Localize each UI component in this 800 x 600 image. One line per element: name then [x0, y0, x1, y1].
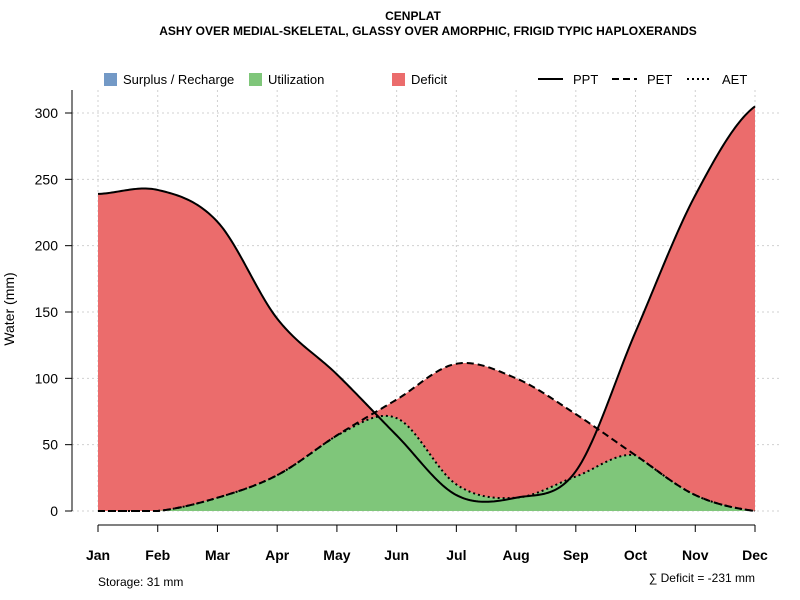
- y-tick-label: 150: [35, 304, 59, 320]
- chart-subtitle: ASHY OVER MEDIAL-SKELETAL, GLASSY OVER A…: [159, 24, 697, 38]
- series-lines: [97, 105, 756, 512]
- y-tick-label: 0: [50, 503, 58, 519]
- y-tick-label: 300: [35, 105, 59, 121]
- y-tick-label: 200: [35, 238, 59, 254]
- legend-label-ppt: PPT: [573, 72, 598, 87]
- pet-line: [98, 361, 756, 512]
- deficit-note: ∑ Deficit = -231 mm: [649, 571, 755, 585]
- deficit-area: [98, 106, 755, 512]
- storage-note: Storage: 31 mm: [98, 575, 183, 589]
- legend-label-surplus: Surplus / Recharge: [123, 72, 234, 87]
- x-tick-label: May: [323, 547, 350, 563]
- y-tick-label: 100: [35, 370, 59, 386]
- y-axis-title: Water (mm): [1, 272, 17, 345]
- x-tick-label: Apr: [265, 547, 290, 563]
- y-ticks: 0 50 100 150 200 250 300: [35, 105, 72, 519]
- legend-label-aet: AET: [722, 72, 747, 87]
- x-tick-label: Feb: [145, 547, 170, 563]
- legend-swatch-surplus: [104, 73, 117, 86]
- legend-label-pet: PET: [647, 72, 672, 87]
- x-tick-label: Aug: [502, 547, 529, 563]
- ppt-line: [97, 105, 756, 503]
- plot-areas: [98, 106, 755, 512]
- y-tick-label: 250: [35, 171, 59, 187]
- legend-label-deficit: Deficit: [411, 72, 448, 87]
- x-tick-label: Jul: [446, 547, 466, 563]
- x-tick-label: Mar: [205, 547, 230, 563]
- chart-title: CENPLAT: [385, 9, 441, 23]
- utilization-area: [98, 415, 755, 511]
- y-tick-label: 50: [42, 437, 58, 453]
- x-tick-label: Jun: [384, 547, 409, 563]
- x-tick-label: Dec: [742, 547, 768, 563]
- x-tick-label: Sep: [563, 547, 589, 563]
- x-tick-label: Oct: [624, 547, 648, 563]
- legend-swatch-deficit: [392, 73, 405, 86]
- legend: Surplus / Recharge Utilization Deficit P…: [104, 72, 747, 87]
- x-ticks: Jan Feb Mar Apr May Jun Jul Aug Sep Oct Nov Dec: [86, 525, 768, 563]
- x-tick-label: Nov: [682, 547, 709, 563]
- legend-swatch-utilization: [249, 73, 262, 86]
- x-tick-label: Jan: [86, 547, 110, 563]
- legend-label-utilization: Utilization: [268, 72, 324, 87]
